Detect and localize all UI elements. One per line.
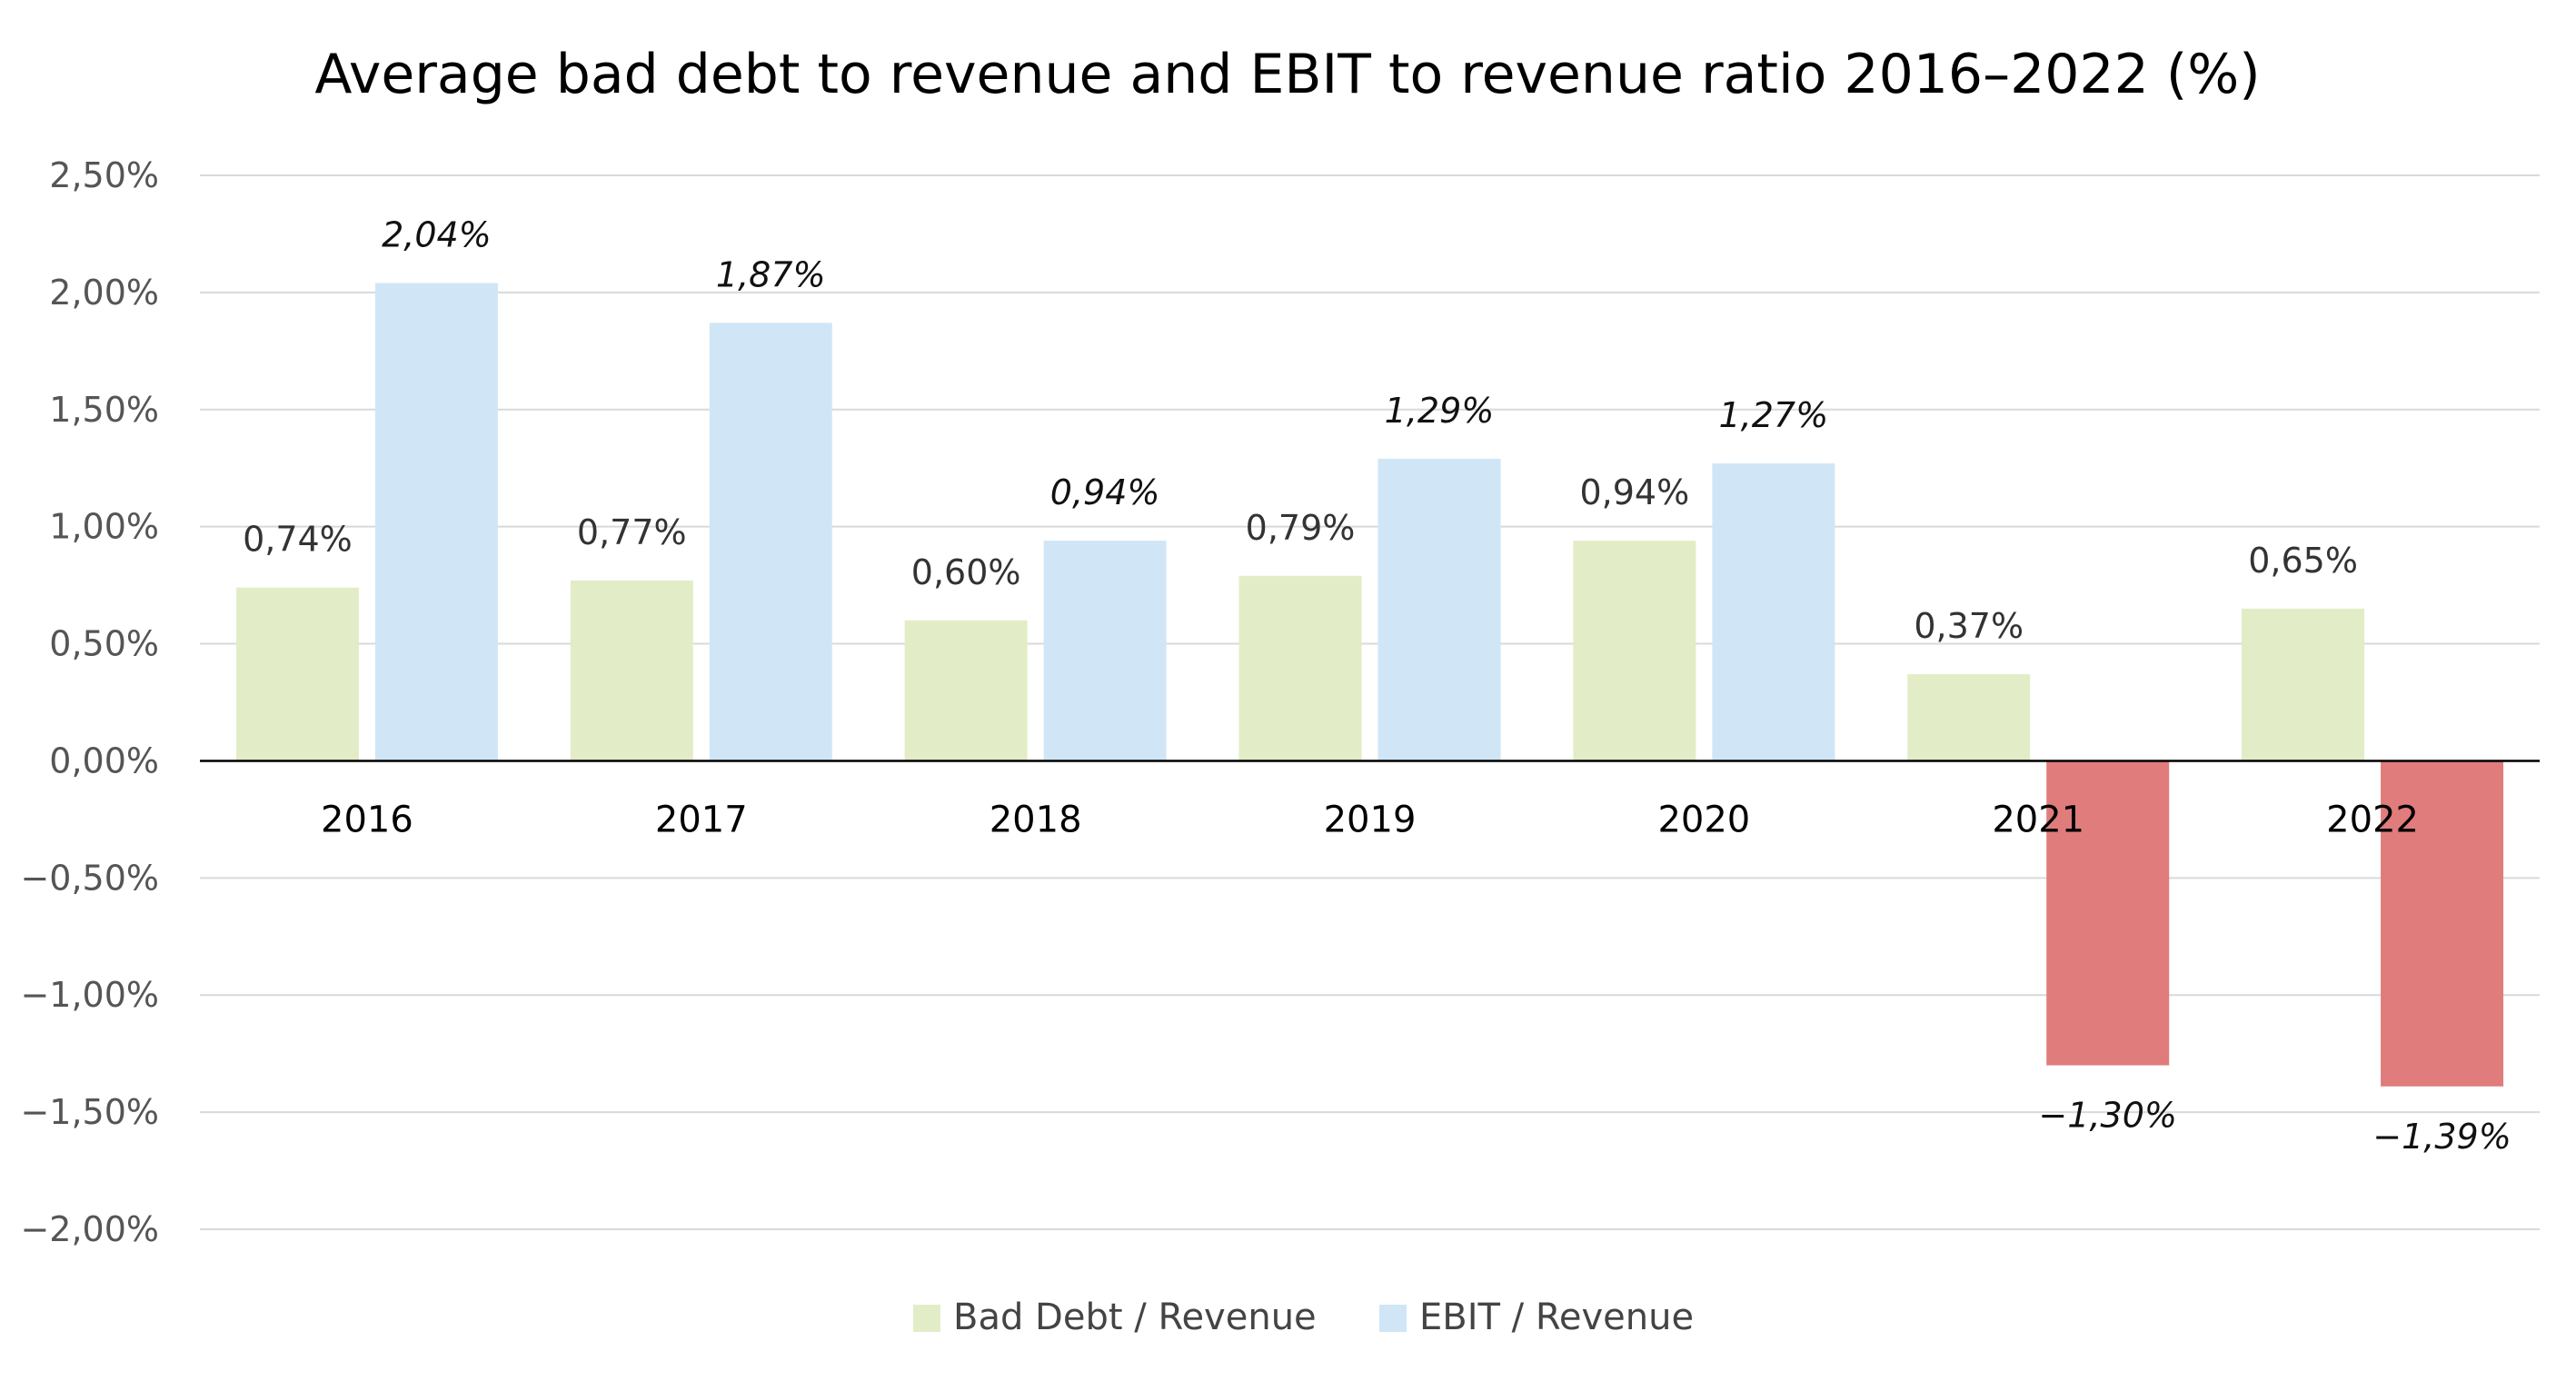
data-label-bad-debt: 0,79% [1246,508,1356,548]
bar-ebit[interactable] [374,283,498,761]
chart-title: Average bad debt to revenue and EBIT to … [314,43,2260,106]
data-label-ebit: 0,94% [1050,472,1160,512]
legend-label-bad-debt[interactable]: Bad Debt / Revenue [953,1297,1317,1338]
data-label-bad-debt: 0,94% [1579,472,1689,512]
bar-ebit[interactable] [1378,458,1501,761]
data-label-ebit: −1,30% [2038,1096,2177,1136]
legend-swatch-ebit [1379,1305,1407,1332]
data-label-bad-debt: 0,65% [2248,541,2358,581]
data-label-ebit: 1,29% [1385,391,1495,431]
y-tick-label: −2,00% [20,1209,159,1249]
bars [235,283,2504,1087]
x-tick-label: 2018 [990,799,1082,840]
y-tick-label: 2,00% [49,273,159,313]
bar-bad-debt[interactable] [904,620,1028,761]
data-label-bad-debt: 0,74% [243,520,353,560]
data-label-ebit: 1,87% [716,254,826,294]
bar-bad-debt[interactable] [570,580,693,761]
legend: Bad Debt / Revenue EBIT / Revenue [913,1297,1694,1338]
data-label-bad-debt: 0,77% [577,512,687,552]
data-label-ebit: −1,39% [2372,1117,2511,1157]
y-tick-label: 0,50% [49,624,159,664]
legend-swatch-bad-debt [913,1305,940,1332]
y-tick-label: 1,50% [49,390,159,430]
bar-bad-debt[interactable] [1573,541,1696,761]
bar-ebit[interactable] [1043,541,1167,761]
bar-bad-debt[interactable] [2242,608,2365,761]
bar-ebit[interactable] [709,323,832,761]
data-label-bad-debt: 0,37% [1914,606,2024,646]
bar-bad-debt[interactable] [235,587,359,761]
y-axis-ticks: 2,50% 2,00% 1,50% 1,00% 0,50% 0,00% −0,50% −1,0… [20,155,159,1249]
x-tick-label: 2022 [2326,799,2419,840]
y-tick-label: 1,00% [49,507,159,547]
x-axis-ticks: 2016 2017 2018 2019 2020 2021 2022 [321,799,2419,840]
legend-label-ebit[interactable]: EBIT / Revenue [1419,1297,1694,1338]
bar-bad-debt[interactable] [1238,575,1362,761]
y-tick-label: 0,00% [49,740,159,780]
bar-ebit[interactable] [2046,760,2170,1066]
y-tick-label: −1,00% [20,975,159,1015]
y-tick-label: −1,50% [20,1092,159,1132]
data-label-ebit: 1,27% [1718,395,1828,435]
y-tick-label: −0,50% [20,858,159,898]
x-tick-label: 2017 [655,799,748,840]
data-label-bad-debt: 0,60% [911,552,1021,592]
gridlines [200,174,2540,1230]
data-labels: 0,74% 2,04% 0,77% 1,87% 0,60% 0,94% 0,79% 1,29%… [243,215,2511,1157]
x-tick-label: 2021 [1992,799,2084,840]
x-tick-label: 2020 [1657,799,1750,840]
data-label-ebit: 2,04% [382,215,492,255]
y-tick-label: 2,50% [49,155,159,195]
x-tick-label: 2016 [321,799,413,840]
bar-ebit[interactable] [1712,463,1835,761]
x-tick-label: 2019 [1324,799,1417,840]
bar-ebit[interactable] [2381,760,2504,1087]
bar-bad-debt[interactable] [1907,674,2031,761]
